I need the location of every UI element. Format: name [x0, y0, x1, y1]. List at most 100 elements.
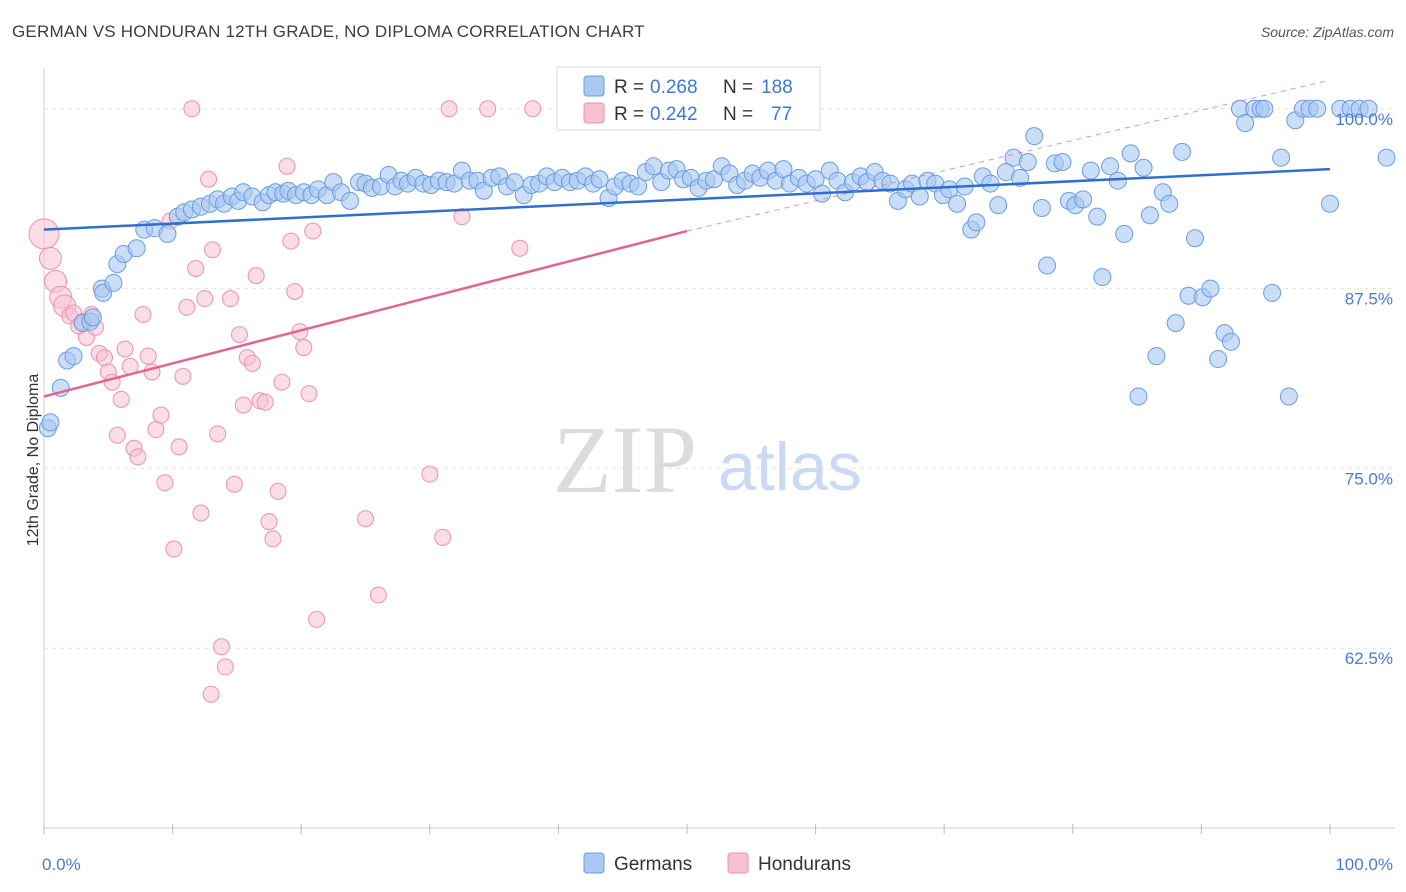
legend-swatch-hondurans — [583, 102, 605, 124]
german-point — [1101, 157, 1120, 176]
honduran-point — [256, 393, 274, 411]
german-point — [127, 239, 146, 258]
honduran-point — [278, 157, 296, 175]
german-point — [981, 174, 1000, 193]
y-tick-label-2: 87.5% — [1345, 290, 1393, 309]
watermark-atlas: atlas — [718, 429, 862, 505]
honduran-point — [170, 438, 188, 456]
honduran-point — [196, 290, 214, 308]
legend-n-label-hondurans: N = — [723, 104, 753, 125]
honduran-point — [282, 232, 300, 250]
honduran-point — [134, 305, 152, 323]
german-point — [1166, 314, 1185, 333]
x-tick-label-0: 0.0% — [42, 855, 81, 874]
german-point — [341, 191, 360, 210]
german-point — [1018, 152, 1037, 171]
german-trend-line — [43, 167, 1331, 231]
honduran-trend-extension — [686, 79, 1331, 232]
honduran-point — [221, 290, 239, 308]
german-point — [590, 170, 609, 189]
german-point — [1053, 152, 1072, 171]
honduran-point — [357, 510, 374, 528]
german-point — [1088, 207, 1107, 226]
german-point — [104, 273, 123, 292]
legend-swatch-germans — [583, 75, 605, 97]
x-tick-labels: 0.0% 100.0% — [42, 855, 1393, 874]
german-point — [64, 347, 83, 366]
legend-bottom: Germans Hondurans — [583, 852, 851, 875]
honduran-point — [216, 658, 234, 676]
german-point — [1093, 268, 1112, 287]
german-point — [1115, 224, 1134, 243]
german-point — [1308, 99, 1327, 118]
honduran-point — [273, 373, 291, 391]
honduran-point — [95, 349, 113, 367]
german-point — [1173, 142, 1192, 161]
honduran-point — [28, 218, 60, 250]
honduran-point — [308, 610, 326, 628]
german-point — [1134, 158, 1153, 177]
german-point — [1263, 283, 1282, 302]
german-point — [1236, 114, 1255, 133]
honduran-point — [209, 425, 227, 443]
honduran-point — [247, 267, 265, 285]
legend-swatch-germans-bottom — [583, 852, 605, 874]
watermark-zip: ZIP — [553, 406, 697, 513]
honduran-point — [479, 100, 497, 118]
honduran-point — [295, 339, 313, 357]
honduran-point — [156, 474, 174, 492]
y-tick-label-0: 62.5% — [1345, 649, 1393, 668]
honduran-trend-line — [43, 229, 688, 398]
german-point — [1201, 279, 1220, 298]
honduran-point — [225, 475, 243, 493]
honduran-point — [524, 100, 542, 118]
german-point — [1038, 256, 1057, 275]
honduran-point — [200, 170, 218, 188]
german-point — [1255, 99, 1274, 118]
german-point — [1025, 127, 1044, 146]
legend-label-hondurans: Hondurans — [758, 854, 851, 875]
honduran-point — [192, 504, 210, 522]
legend-n-value-germans: 188 — [761, 77, 793, 98]
german-point — [1121, 144, 1140, 163]
legend-label-germans: Germans — [614, 854, 692, 875]
german-point — [948, 194, 967, 213]
german-point — [1147, 347, 1166, 366]
y-tick-label-1: 75.0% — [1345, 469, 1393, 488]
honduran-point — [269, 482, 287, 500]
german-point — [1279, 387, 1298, 406]
german-point — [1185, 229, 1204, 248]
honduran-point — [116, 340, 134, 358]
honduran-point — [165, 540, 183, 558]
german-point — [881, 174, 900, 193]
german-point — [989, 196, 1008, 215]
german-point — [1140, 206, 1159, 225]
axes — [43, 68, 1395, 834]
german-point — [1081, 161, 1100, 180]
honduran-point — [129, 448, 147, 466]
honduran-point — [304, 222, 322, 240]
legend-r-label-germans: R = — [614, 77, 644, 98]
honduran-point — [112, 390, 130, 408]
x-tick-label-1: 100.0% — [1335, 855, 1393, 874]
legend-n-label-germans: N = — [723, 77, 753, 98]
honduran-point — [174, 367, 192, 385]
german-point — [644, 157, 663, 176]
honduran-point — [183, 100, 201, 118]
honduran-point — [243, 354, 261, 372]
legend-top: R = 0.268 N = 188 R = 0.242 N = 77 — [556, 66, 821, 131]
german-points — [38, 99, 1396, 438]
honduran-point — [202, 685, 220, 703]
german-point — [158, 224, 177, 243]
honduran-point — [369, 586, 387, 604]
honduran-point — [212, 638, 230, 656]
legend-swatch-hondurans-bottom — [727, 852, 749, 874]
chart-title: GERMAN VS HONDURAN 12TH GRADE, NO DIPLOM… — [12, 22, 645, 41]
honduran-point — [286, 282, 304, 300]
legend-r-value-hondurans: 0.242 — [650, 104, 698, 125]
trend-lines — [43, 79, 1331, 398]
honduran-point — [234, 396, 252, 414]
german-point — [1032, 199, 1051, 218]
source-label: Source: ZipAtlas.com — [1260, 24, 1394, 40]
